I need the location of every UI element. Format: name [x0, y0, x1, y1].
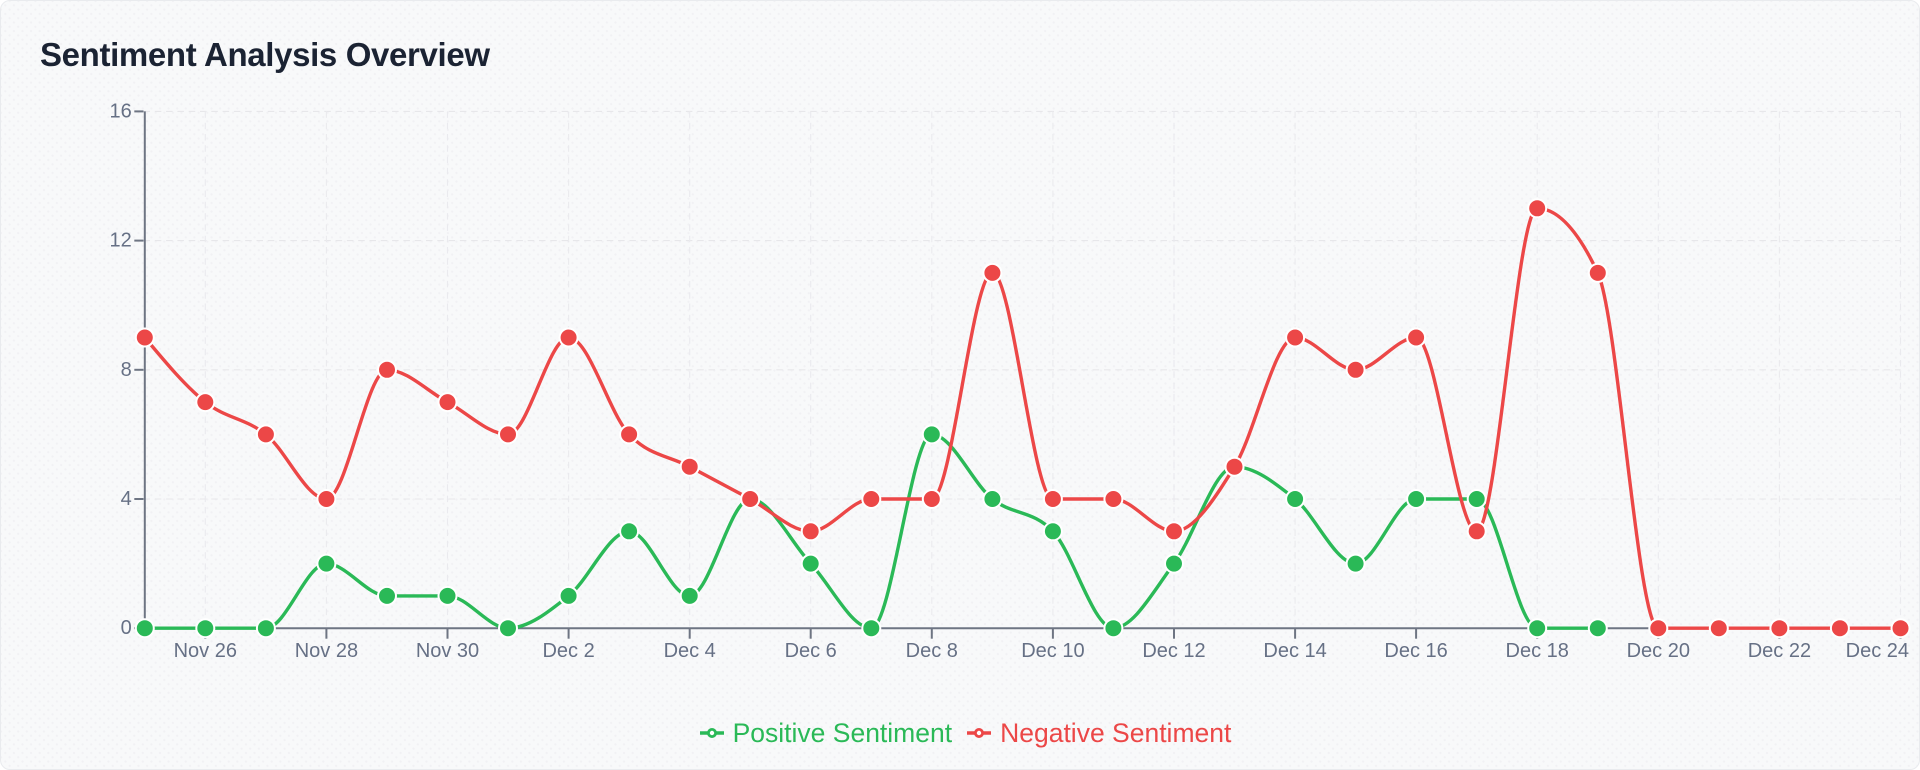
svg-text:Dec 22: Dec 22	[1748, 640, 1811, 662]
svg-text:Dec 6: Dec 6	[785, 640, 837, 662]
svg-text:Dec 16: Dec 16	[1384, 640, 1447, 662]
svg-text:Dec 8: Dec 8	[906, 640, 958, 662]
svg-text:Nov 26: Nov 26	[174, 640, 237, 662]
svg-text:0: 0	[121, 617, 132, 639]
svg-text:Dec 2: Dec 2	[542, 640, 594, 662]
svg-text:Dec 24: Dec 24	[1846, 640, 1909, 662]
svg-text:Nov 28: Nov 28	[295, 640, 358, 662]
svg-text:Dec 10: Dec 10	[1021, 640, 1084, 662]
svg-text:Dec 18: Dec 18	[1506, 640, 1569, 662]
svg-text:12: 12	[110, 230, 132, 252]
svg-text:4: 4	[121, 488, 132, 510]
svg-text:Dec 4: Dec 4	[664, 640, 716, 662]
svg-text:Dec 20: Dec 20	[1627, 640, 1690, 662]
svg-text:Dec 14: Dec 14	[1263, 640, 1326, 662]
svg-text:16: 16	[110, 100, 132, 122]
svg-text:Nov 30: Nov 30	[416, 640, 479, 662]
svg-text:8: 8	[121, 359, 132, 381]
svg-text:Dec 12: Dec 12	[1142, 640, 1205, 662]
